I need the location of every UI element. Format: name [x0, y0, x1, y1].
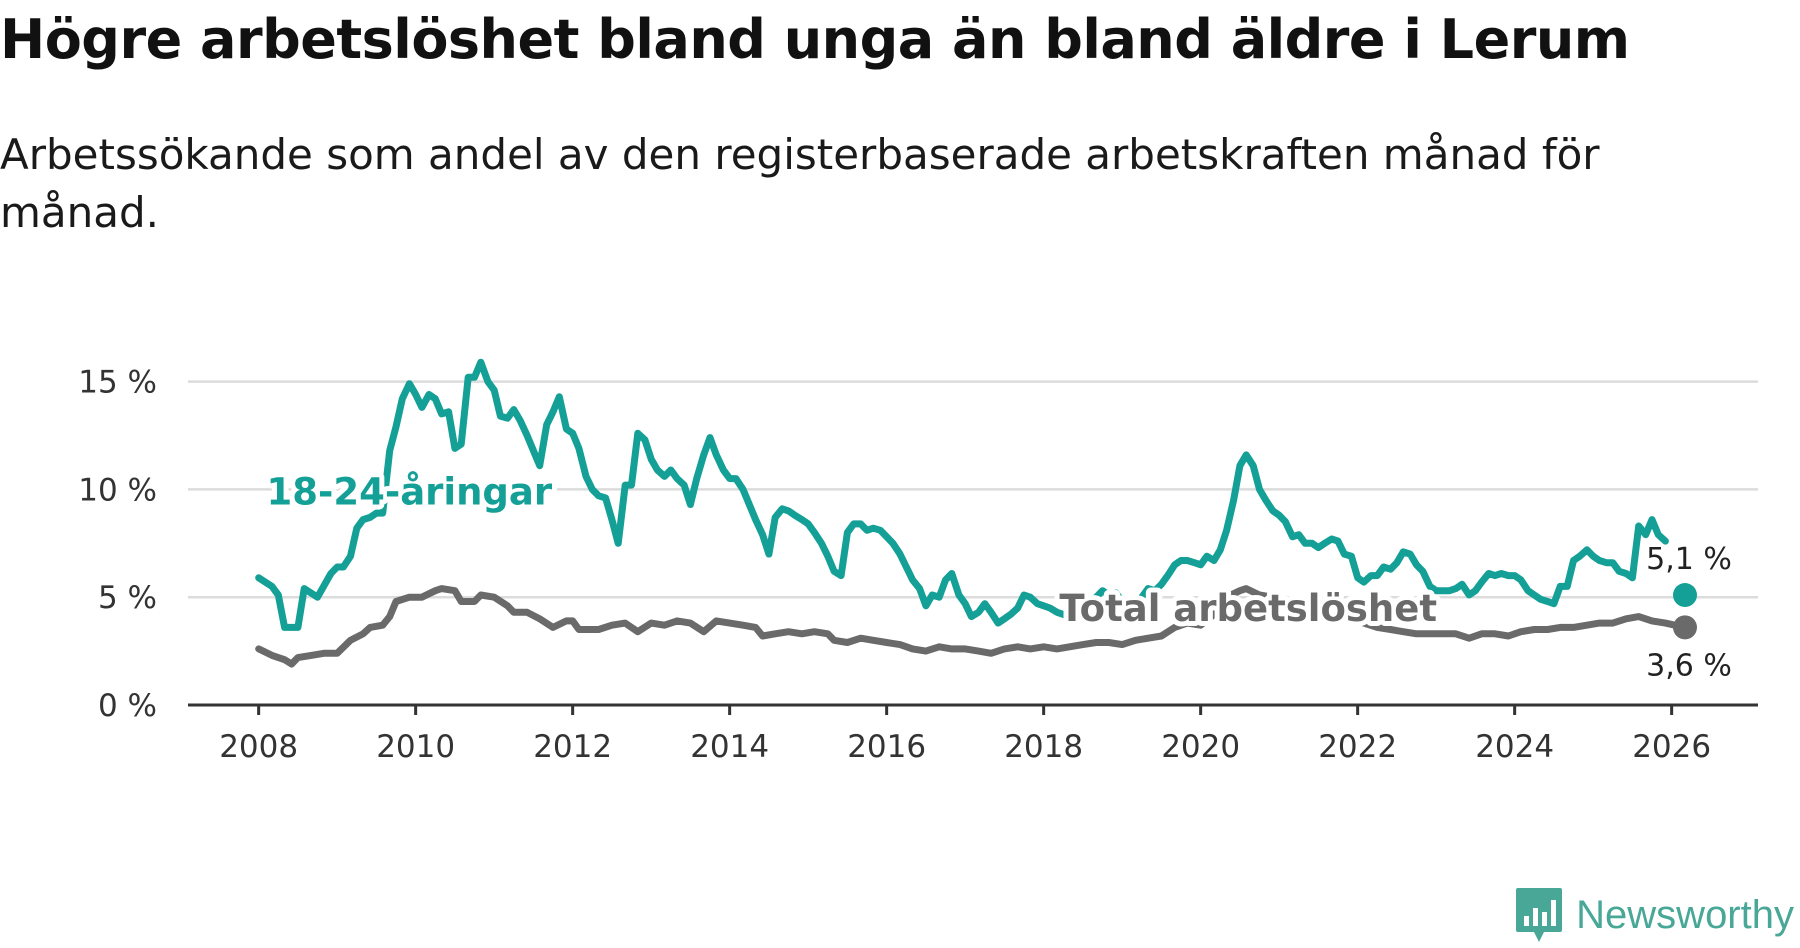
x-tick-label: 2018 [1004, 729, 1083, 765]
x-tick-label: 2022 [1318, 729, 1397, 765]
newsworthy-logo-icon [1516, 888, 1563, 942]
chart-title: Högre arbetslöshet bland unga än bland ä… [0, 8, 1630, 71]
newsworthy-brand: Newsworthy [1514, 882, 1794, 948]
y-tick-label: 5 % [98, 580, 157, 616]
x-axis: 2008 2010 2012 2014 2016 2018 2020 2022 2024 2026 [188, 703, 1758, 765]
brand-name: Newsworthy [1576, 892, 1794, 937]
x-tick-label: 2014 [690, 729, 769, 765]
series-line-youth [255, 358, 1669, 631]
series-label-youth: 18-24-åringar [267, 470, 553, 513]
end-value-label-total: 3,6 % [1646, 648, 1732, 683]
x-tick-label: 2020 [1161, 729, 1240, 765]
series-labels: 18-24-åringar Total arbetslöshet 5,1 % 3,6 … [262, 465, 1735, 686]
x-tick-label: 2010 [376, 729, 455, 765]
x-tick-label: 2012 [533, 729, 612, 765]
x-tick-label: 2016 [847, 729, 926, 765]
chart-subtitle: Arbetssökande som andel av den registerb… [0, 130, 1600, 237]
series-lines [255, 358, 1697, 668]
end-point-youth [1672, 583, 1697, 608]
x-tick-label: 2026 [1632, 729, 1711, 765]
y-tick-label: 15 % [78, 365, 157, 401]
y-tick-label: 10 % [78, 472, 157, 508]
series-line-total [255, 585, 1689, 668]
series-label-total: Total arbetslöshet [1059, 587, 1437, 630]
x-tick-label: 2008 [219, 729, 298, 765]
gridlines [188, 380, 1758, 599]
y-axis-ticks: 0 % 5 % 10 % 15 % [78, 365, 157, 724]
x-tick-label: 2024 [1475, 729, 1554, 765]
end-value-label-youth: 5,1 % [1646, 542, 1732, 577]
end-point-total [1672, 615, 1697, 640]
y-tick-label: 0 % [98, 688, 157, 724]
